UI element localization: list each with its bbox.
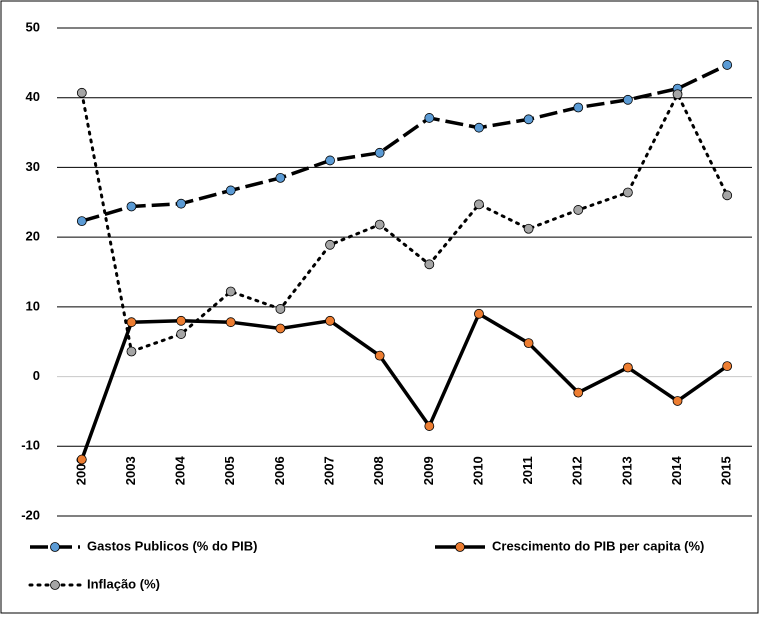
legend-label: Crescimento do PIB per capita (%) — [492, 538, 704, 553]
y-tick-label: 10 — [26, 298, 40, 313]
point — [622, 362, 633, 373]
y-tick-label: 50 — [26, 19, 40, 34]
point — [672, 89, 683, 100]
point — [722, 60, 733, 70]
point — [325, 239, 335, 250]
point — [275, 323, 286, 334]
x-tick-label: 2005 — [222, 456, 237, 485]
point — [672, 396, 683, 406]
x-tick-label: 2007 — [321, 456, 336, 485]
point — [325, 315, 335, 326]
legend-marker — [50, 580, 60, 590]
point — [523, 114, 534, 125]
x-tick-label: 2012 — [570, 456, 585, 485]
point — [275, 304, 286, 314]
point — [622, 187, 633, 198]
x-tick-label: 2015 — [719, 456, 734, 485]
y-tick-label: 40 — [26, 89, 40, 104]
x-tick-label: 2006 — [272, 456, 287, 485]
point — [573, 205, 584, 215]
legend-label: Gastos Publicos (% do PIB) — [87, 538, 257, 553]
x-tick-label: 2004 — [173, 456, 188, 486]
point — [126, 201, 137, 212]
point — [374, 147, 385, 158]
point — [176, 198, 187, 209]
point — [176, 315, 187, 326]
x-tick-label: 2011 — [520, 456, 535, 484]
point — [176, 329, 187, 339]
y-tick-label: 0 — [33, 368, 40, 383]
x-tick-label: 2010 — [470, 456, 485, 485]
point — [325, 155, 335, 166]
series-line — [81, 63, 728, 223]
point — [76, 454, 87, 465]
point — [424, 421, 435, 431]
point — [126, 317, 137, 328]
y-tick-label: -20 — [21, 507, 40, 522]
point — [474, 199, 484, 210]
point — [374, 350, 385, 361]
y-tick-label: 30 — [26, 159, 40, 174]
point — [374, 219, 385, 230]
point — [722, 190, 733, 201]
point — [225, 317, 236, 328]
legend-label: Inflação (%) — [87, 576, 160, 591]
point — [474, 308, 484, 319]
legend-marker — [455, 542, 465, 552]
point — [722, 361, 733, 372]
point — [225, 286, 236, 297]
point — [573, 387, 584, 398]
point — [275, 172, 286, 183]
x-tick-label: 2003 — [123, 456, 138, 485]
point — [622, 94, 633, 105]
series-line — [80, 90, 729, 354]
x-tick-label: 2013 — [619, 456, 634, 485]
point — [126, 346, 137, 357]
point — [225, 185, 236, 196]
x-tick-label: 2008 — [371, 456, 386, 485]
point — [523, 338, 534, 349]
point — [76, 216, 87, 227]
legend-marker — [50, 542, 60, 552]
point — [424, 259, 435, 270]
point — [424, 113, 435, 123]
y-tick-label: -10 — [21, 438, 40, 453]
point — [76, 87, 87, 98]
series-line — [80, 311, 729, 461]
x-tick-label: 2009 — [421, 456, 436, 485]
point — [474, 122, 484, 133]
point — [523, 223, 534, 234]
x-tick-label: 2014 — [669, 456, 684, 486]
point — [573, 102, 584, 113]
y-tick-label: 20 — [26, 229, 40, 244]
